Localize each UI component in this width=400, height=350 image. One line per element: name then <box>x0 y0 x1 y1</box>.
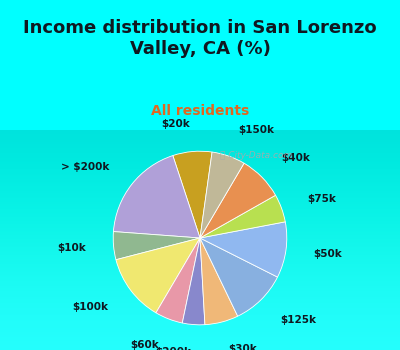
Text: $30k: $30k <box>229 344 258 350</box>
Wedge shape <box>200 238 278 316</box>
Wedge shape <box>114 155 200 238</box>
Text: $150k: $150k <box>238 125 274 135</box>
Wedge shape <box>156 238 200 323</box>
Wedge shape <box>200 195 285 238</box>
Text: > $200k: > $200k <box>61 162 110 173</box>
Text: $20k: $20k <box>161 119 190 129</box>
Text: $60k: $60k <box>130 340 159 350</box>
Wedge shape <box>182 238 205 325</box>
Text: $10k: $10k <box>57 243 86 253</box>
Wedge shape <box>200 222 287 277</box>
Text: $125k: $125k <box>280 315 316 325</box>
Wedge shape <box>200 152 244 238</box>
Wedge shape <box>200 163 276 238</box>
Wedge shape <box>113 232 200 260</box>
Text: $200k: $200k <box>156 347 192 350</box>
Text: $40k: $40k <box>282 153 310 163</box>
Text: ⓘ City-Data.com: ⓘ City-Data.com <box>220 151 292 160</box>
Wedge shape <box>200 238 238 325</box>
Text: $50k: $50k <box>314 249 342 259</box>
Text: All residents: All residents <box>151 104 249 118</box>
Text: $75k: $75k <box>308 194 336 204</box>
Wedge shape <box>173 151 212 238</box>
Text: $100k: $100k <box>72 302 108 312</box>
Text: Income distribution in San Lorenzo
Valley, CA (%): Income distribution in San Lorenzo Valle… <box>23 20 377 58</box>
Wedge shape <box>116 238 200 313</box>
